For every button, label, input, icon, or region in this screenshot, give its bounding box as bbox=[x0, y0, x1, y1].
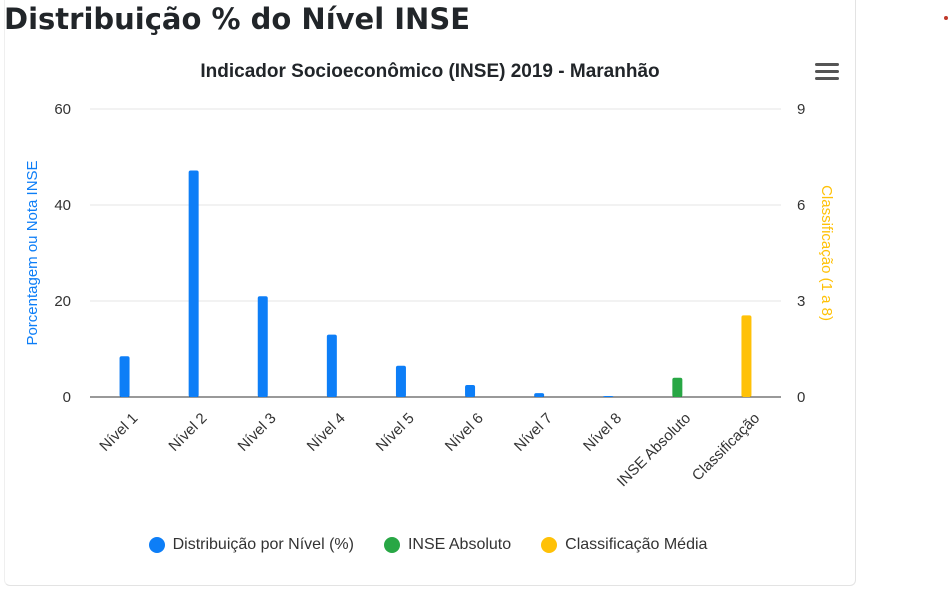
hamburger-menu-icon-line bbox=[815, 70, 839, 73]
x-tick-label: Nível 8 bbox=[580, 410, 625, 455]
x-tick-label: Nível 4 bbox=[304, 410, 349, 455]
y2-tick-label: 0 bbox=[797, 389, 805, 406]
bar[interactable] bbox=[741, 315, 752, 397]
y-axis-label: Porcentagem ou Nota INSE bbox=[24, 160, 41, 345]
legend-dot-blue bbox=[148, 537, 165, 553]
x-tick-label: INSE Absoluto bbox=[614, 410, 694, 490]
legend-item-distribuicao[interactable]: Distribuição por Nível (%) bbox=[148, 536, 354, 554]
bar[interactable] bbox=[188, 170, 199, 397]
chart-legend: Distribuição por Nível (%) INSE Absoluto… bbox=[0, 536, 856, 554]
bar[interactable] bbox=[534, 393, 545, 397]
chart-svg: Indicador Socioeconômico (INSE) 2019 - M… bbox=[24, 61, 835, 490]
y2-tick-label: 9 bbox=[797, 101, 805, 118]
hamburger-menu-icon bbox=[815, 63, 839, 66]
chart-card bbox=[4, 0, 856, 586]
y-tick-label: 0 bbox=[63, 389, 71, 406]
x-tick-label: Nível 2 bbox=[165, 410, 210, 455]
legend-dot-yellow bbox=[541, 537, 558, 553]
x-axis-ticks: Nível 1 Nível 2 Nível 3 Nível 4 Nível 5 Nível… bbox=[96, 410, 763, 490]
legend-label: Classificação Média bbox=[565, 536, 708, 553]
bar[interactable] bbox=[257, 296, 268, 397]
y-axis-ticks: 0 20 40 60 bbox=[54, 101, 71, 406]
y-tick-label: 40 bbox=[54, 197, 71, 214]
chart-grid bbox=[90, 108, 781, 398]
bar[interactable] bbox=[672, 377, 683, 397]
legend-item-classificacao-media[interactable]: Classificação Média bbox=[541, 536, 707, 554]
bar[interactable] bbox=[395, 365, 406, 397]
red-dot-marker bbox=[944, 16, 948, 20]
x-tick-label: Nível 1 bbox=[96, 410, 141, 455]
chart-bars bbox=[119, 170, 752, 397]
legend-label: Distribuição por Nível (%) bbox=[172, 536, 354, 553]
x-tick-label: Nível 3 bbox=[235, 410, 280, 455]
x-tick-label: Nível 5 bbox=[373, 410, 418, 455]
legend-dot-green bbox=[383, 537, 400, 553]
y2-axis-label: Classificação (1 a 8) bbox=[818, 185, 835, 321]
bar[interactable] bbox=[465, 385, 476, 397]
bar[interactable] bbox=[119, 356, 130, 397]
chart-title: Indicador Socioeconômico (INSE) 2019 - M… bbox=[200, 61, 659, 82]
y2-axis-ticks: 0 3 6 9 bbox=[797, 101, 805, 406]
y-tick-label: 20 bbox=[54, 293, 71, 310]
chart-menu-button[interactable] bbox=[815, 63, 839, 83]
bar[interactable] bbox=[326, 334, 337, 397]
page-title: Distribuição % do Nível INSE bbox=[4, 2, 471, 36]
y-tick-label: 60 bbox=[54, 101, 71, 118]
x-tick-label: Nível 7 bbox=[511, 410, 556, 455]
y2-tick-label: 6 bbox=[797, 197, 805, 214]
x-tick-label: Classificação bbox=[689, 410, 764, 485]
legend-label: INSE Absoluto bbox=[407, 536, 512, 553]
legend-item-inse-absoluto[interactable]: INSE Absoluto bbox=[383, 536, 512, 554]
y2-tick-label: 3 bbox=[797, 293, 805, 310]
x-tick-label: Nível 6 bbox=[442, 410, 487, 455]
hamburger-menu-icon-line bbox=[815, 77, 839, 80]
bar[interactable] bbox=[603, 396, 614, 397]
